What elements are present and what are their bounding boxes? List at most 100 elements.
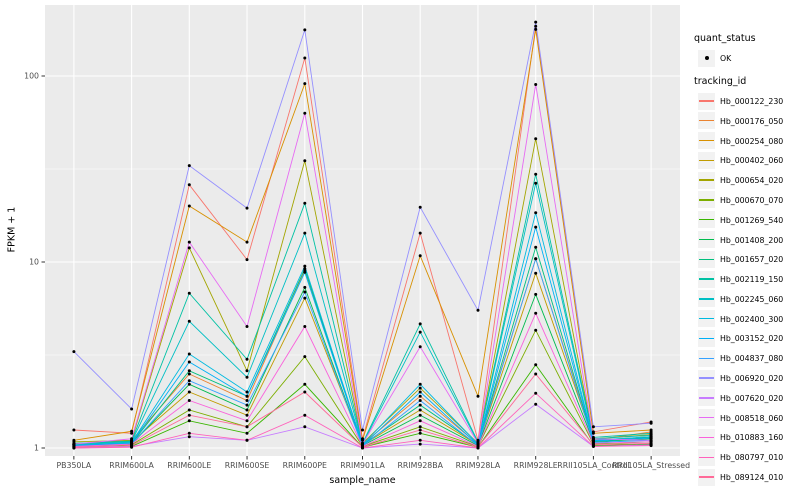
data-point <box>303 56 307 60</box>
data-point <box>303 82 307 86</box>
legend-item-label: Hb_004837_080 <box>720 354 784 364</box>
legend-item-label: Hb_000122_230 <box>720 97 784 106</box>
legend-item-label: Hb_001657_020 <box>720 255 784 265</box>
data-point <box>418 345 422 349</box>
x-tick-label: RRIM928LA <box>455 461 501 470</box>
data-point <box>418 231 422 235</box>
data-point <box>591 431 595 435</box>
data-point <box>130 407 134 411</box>
data-point <box>303 290 307 294</box>
data-point <box>72 350 76 354</box>
data-point <box>649 421 653 425</box>
series-color-key-icon <box>698 448 715 466</box>
data-point <box>245 419 249 423</box>
legend-item-label: Hb_000654_020 <box>720 176 784 186</box>
data-point <box>245 369 249 373</box>
data-point <box>303 325 307 328</box>
data-point <box>534 211 538 215</box>
data-point <box>534 245 538 249</box>
data-point <box>418 254 422 258</box>
x-axis-title: sample_name <box>329 475 396 486</box>
data-point <box>303 382 307 386</box>
data-point <box>187 413 191 417</box>
data-point <box>591 425 595 429</box>
data-point <box>245 425 249 429</box>
data-point <box>187 390 191 394</box>
data-point <box>534 24 538 28</box>
data-point <box>303 270 307 274</box>
data-point <box>534 311 538 315</box>
y-tick-label: 100 <box>24 71 39 81</box>
series-color-key-icon <box>698 270 715 288</box>
series-color-key-icon <box>698 151 715 169</box>
data-point <box>245 399 249 402</box>
legend-item-label: Hb_010883_160 <box>720 433 784 443</box>
data-point <box>187 246 191 250</box>
data-point <box>649 444 653 448</box>
data-point <box>534 328 538 332</box>
series-color-key-icon <box>698 191 715 209</box>
data-point <box>245 413 249 417</box>
data-point <box>303 231 307 235</box>
series-color-key-icon <box>698 211 715 229</box>
data-point <box>187 164 191 168</box>
series-color-key-icon <box>698 369 715 387</box>
legend-item-label: Hb_006920_020 <box>720 374 784 384</box>
legend-item-label: Hb_002119_150 <box>720 275 784 285</box>
data-point <box>534 391 538 395</box>
data-point <box>72 445 76 449</box>
legend-item-label: Hb_000402_060 <box>720 156 784 166</box>
data-point <box>534 27 538 31</box>
data-point <box>245 431 249 435</box>
series-color-key-icon <box>698 250 715 268</box>
data-point <box>187 419 191 423</box>
data-point <box>187 204 191 208</box>
data-point <box>245 375 249 379</box>
y-axis-title: FPKM + 1 <box>6 206 18 253</box>
ok-point-icon <box>698 49 715 67</box>
data-point <box>534 181 538 185</box>
data-point <box>187 372 191 376</box>
series-color-key-icon <box>698 112 715 130</box>
data-point <box>187 369 191 373</box>
data-point <box>418 413 422 417</box>
data-point <box>187 379 191 383</box>
data-point <box>534 402 538 406</box>
data-point <box>72 442 76 446</box>
data-point <box>72 428 76 432</box>
data-point <box>649 436 653 440</box>
data-point <box>649 441 653 445</box>
data-point <box>303 413 307 417</box>
legend-item-label: Hb_000176_050 <box>720 116 784 126</box>
data-point <box>534 172 538 176</box>
data-point <box>187 435 191 439</box>
data-point <box>418 394 422 398</box>
legend-item-label: Hb_000254_080 <box>720 136 784 146</box>
data-point <box>245 394 249 398</box>
data-point <box>130 429 134 433</box>
legend-item-label: OK <box>720 54 732 63</box>
data-point <box>361 438 364 442</box>
series-color-key-icon <box>698 349 715 367</box>
data-point <box>418 419 422 423</box>
x-tick-label: RRIM600LE <box>167 461 212 470</box>
series-color-key-icon <box>698 468 715 486</box>
data-point <box>130 437 134 441</box>
legend-item-label: Hb_001408_200 <box>720 235 784 245</box>
legend-item-label: Hb_002400_300 <box>720 314 784 324</box>
y-tick-label: 1 <box>34 443 39 453</box>
data-point <box>418 386 422 390</box>
legend-item-label: Hb_080797_010 <box>720 453 784 463</box>
x-tick-label: RRIM600SE <box>224 461 270 470</box>
data-point <box>303 264 307 268</box>
legend-item-label: Hb_008518_060 <box>720 413 784 423</box>
legend-item-label: Hb_007620_020 <box>720 393 784 403</box>
data-point <box>534 137 538 141</box>
data-point <box>591 443 595 447</box>
data-point <box>361 442 364 446</box>
series-color-key-icon <box>698 290 715 308</box>
data-point <box>187 352 191 356</box>
x-tick-label: RRIM928LE <box>513 461 558 470</box>
legend-item-label: Hb_001269_540 <box>720 215 784 225</box>
